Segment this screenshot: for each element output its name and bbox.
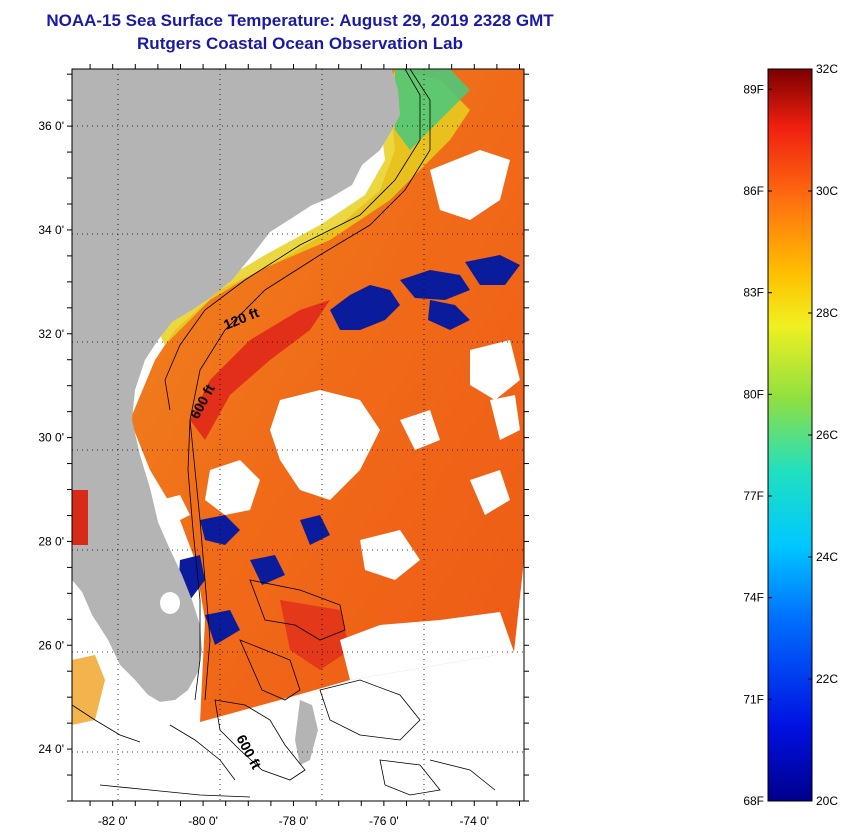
colorbar-label-celsius: 20C bbox=[816, 794, 838, 808]
grid-lines bbox=[72, 69, 524, 801]
map-subtitle: Rutgers Coastal Ocean Observation Lab bbox=[137, 34, 463, 53]
land-mainland bbox=[72, 69, 400, 702]
colorbar-label-celsius: 28C bbox=[816, 306, 838, 320]
gulf-no-data bbox=[72, 580, 200, 730]
gulf-stream-hot bbox=[190, 300, 330, 440]
latitude-label: 28 0' bbox=[38, 534, 64, 548]
map-frame bbox=[71, 68, 525, 802]
outer-banks-green bbox=[395, 69, 470, 150]
colorbar bbox=[767, 68, 813, 802]
colorbar-label-celsius: 32C bbox=[816, 62, 838, 76]
colorbar-label-fahrenheit: 83F bbox=[743, 286, 764, 300]
latitude-label: 34 0' bbox=[38, 223, 64, 237]
latitude-label: 24 0' bbox=[38, 742, 64, 756]
colorbar-label-celsius: 22C bbox=[816, 672, 838, 686]
colorbar-label-celsius: 30C bbox=[816, 184, 838, 198]
cloud-gaps bbox=[160, 150, 520, 680]
colorbar-label-fahrenheit: 74F bbox=[743, 591, 764, 605]
coastal-cool-band bbox=[160, 69, 470, 345]
longitude-labels: -82 0' -80 0' -78 0' -76 0' -74 0' bbox=[98, 814, 489, 828]
colorbar-label-fahrenheit: 68F bbox=[743, 794, 764, 808]
gulf-warm-strip bbox=[72, 490, 88, 545]
longitude-label: -82 0' bbox=[98, 814, 128, 828]
colorbar-label-fahrenheit: 71F bbox=[743, 692, 764, 706]
latitude-label: 36 0' bbox=[38, 119, 64, 133]
colorbar-ticks bbox=[768, 68, 812, 802]
longitude-label: -80 0' bbox=[188, 814, 218, 828]
bahamas-hot bbox=[280, 600, 350, 670]
colorbar-label-fahrenheit: 89F bbox=[743, 82, 764, 96]
colorbar-label-fahrenheit: 80F bbox=[743, 387, 764, 401]
cold-patches bbox=[178, 255, 520, 645]
colorbar-label-fahrenheit: 77F bbox=[743, 489, 764, 503]
latitude-label: 32 0' bbox=[38, 327, 64, 341]
colorbar-celsius-labels: 32C 30C 28C 26C 24C 22C 20C bbox=[816, 62, 838, 808]
bathymetry-contours bbox=[72, 69, 496, 798]
keys-warm bbox=[72, 655, 105, 725]
longitude-label: -74 0' bbox=[459, 814, 489, 828]
latitude-label: 26 0' bbox=[38, 638, 64, 652]
axis-ticks bbox=[67, 64, 529, 806]
longitude-label: -76 0' bbox=[369, 814, 399, 828]
colorbar-label-fahrenheit: 86F bbox=[743, 184, 764, 198]
longitude-label: -78 0' bbox=[279, 814, 309, 828]
map-title: NOAA-15 Sea Surface Temperature: August … bbox=[46, 11, 554, 30]
latitude-label: 30 0' bbox=[38, 431, 64, 445]
colorbar-label-celsius: 26C bbox=[816, 428, 838, 442]
colorbar-label-celsius: 24C bbox=[816, 550, 838, 564]
lake-okeechobee bbox=[160, 592, 180, 614]
latitude-labels: 36 0' 34 0' 32 0' 30 0' 28 0' 26 0' 24 0' bbox=[38, 119, 64, 756]
colorbar-fahrenheit-labels: 89F 86F 83F 80F 77F 74F 71F 68F bbox=[743, 82, 764, 808]
land-bahamas bbox=[295, 700, 318, 765]
